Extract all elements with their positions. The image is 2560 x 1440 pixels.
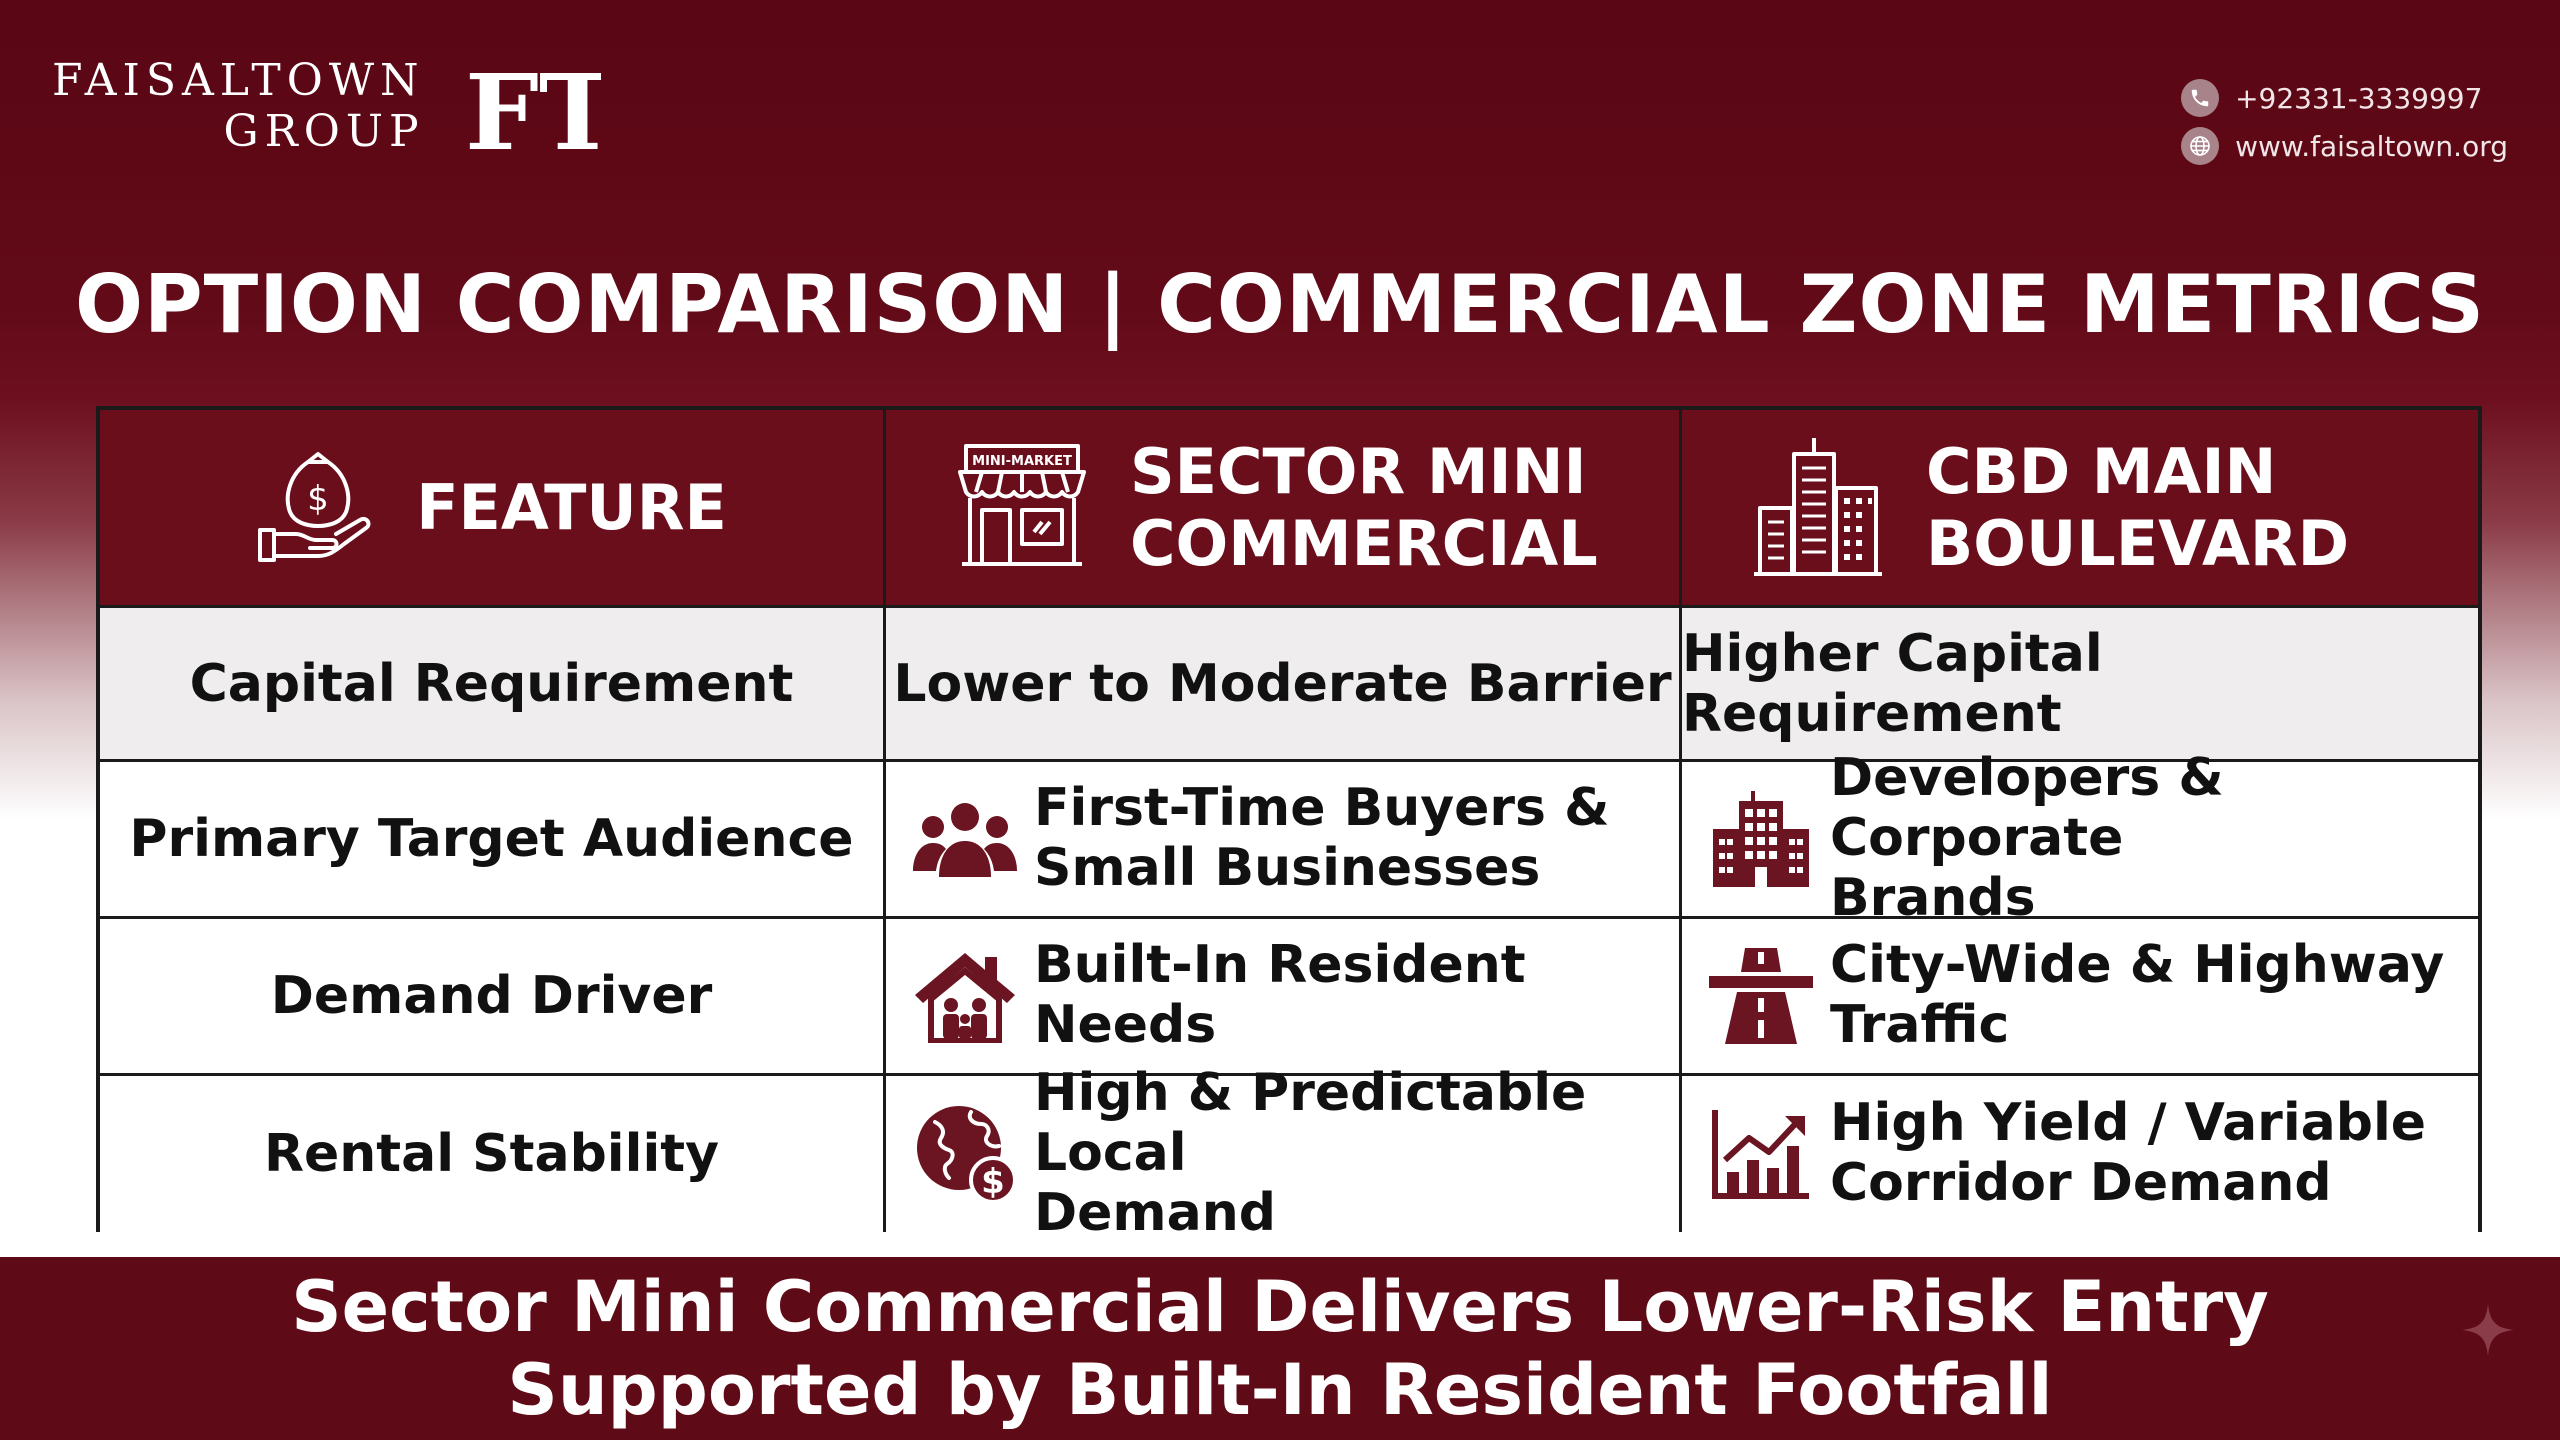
- sector-value-line1: High & Predictable Local: [1034, 1063, 1587, 1184]
- sector-value-line2: Small Businesses: [1034, 838, 1541, 898]
- monogram-text: FT: [465, 57, 601, 157]
- cbd-value-line1: High Yield / Variable: [1830, 1093, 2427, 1154]
- svg-text:$: $: [981, 1162, 1005, 1202]
- row-rental-sector: $ High & Predictable Local Demand: [886, 1064, 1682, 1243]
- row-audience-feature: Primary Target Audience: [100, 762, 886, 919]
- people-group-icon: [910, 799, 1020, 879]
- phone-icon: [2181, 79, 2220, 117]
- phone-row[interactable]: +92331-3339997: [2181, 74, 2508, 122]
- cbd-value-line1: Developers & Corporate: [1830, 748, 2224, 869]
- row-demand-sector: Built-In Resident Needs: [886, 919, 1682, 1076]
- sector-value-line2: Demand: [1034, 1182, 1276, 1243]
- header-cbd-main: CBD MAIN BOULEVARD: [1682, 410, 2478, 608]
- feature-label: Primary Target Audience: [129, 809, 854, 869]
- svg-text:$: $: [307, 479, 329, 519]
- cbd-value: High Yield / Variable Corridor Demand: [1830, 1093, 2427, 1214]
- brand-name: FAISALTOWN GROUP: [52, 55, 425, 157]
- footer-banner: Sector Mini Commercial Delivers Lower-Ri…: [0, 1257, 2560, 1440]
- contact-info: +92331-3339997 www.faisaltown.org: [2181, 74, 2508, 170]
- office-building-icon: [1706, 791, 1816, 887]
- website-link[interactable]: www.faisaltown.org: [2235, 129, 2508, 163]
- globe-dollar-icon: $: [910, 1102, 1020, 1206]
- header-feature-label: FEATURE: [416, 470, 727, 544]
- feature-label: Capital Requirement: [189, 653, 794, 714]
- header-cbd-main-label: CBD MAIN BOULEVARD: [1926, 436, 2349, 579]
- header-sector-mini-line1: SECTOR MINI: [1130, 435, 1587, 509]
- sector-value: Built-In Resident Needs: [1034, 935, 1526, 1055]
- footer-line1: Sector Mini Commercial Delivers Lower-Ri…: [291, 1265, 2269, 1348]
- header-cbd-main-line2: BOULEVARD: [1926, 506, 2350, 580]
- row-rental-cbd: High Yield / Variable Corridor Demand: [1682, 1076, 2478, 1232]
- sparkle-icon: [2460, 1302, 2516, 1362]
- row-audience-sector: First-Time Buyers & Small Businesses: [886, 762, 1682, 919]
- row-audience-cbd: Developers & Corporate Brands: [1682, 749, 2478, 928]
- sector-value: First-Time Buyers & Small Businesses: [1034, 778, 1610, 899]
- website-row[interactable]: www.faisaltown.org: [2181, 122, 2508, 170]
- header-sector-mini-line2: COMMERCIAL: [1130, 506, 1598, 580]
- row-demand-cbd: City-Wide & Highway Traffic: [1682, 919, 2478, 1076]
- sector-value-line1: First-Time Buyers &: [1034, 778, 1610, 839]
- header-feature: $ FEATURE: [100, 410, 886, 608]
- money-bag-hand-icon: $: [256, 444, 380, 572]
- feature-label: Demand Driver: [270, 966, 713, 1026]
- row-capital-feature: Capital Requirement: [100, 608, 886, 762]
- cbd-value: Developers & Corporate Brands: [1830, 749, 2478, 928]
- cbd-value-line2: Brands: [1830, 867, 2036, 928]
- row-rental-feature: Rental Stability: [100, 1076, 886, 1232]
- cbd-value-line1: City-Wide & Highway: [1830, 935, 2445, 996]
- mini-market-sign: MINI-MARKET: [972, 454, 1072, 469]
- brand-name-line1: FAISALTOWN: [52, 55, 425, 106]
- cbd-value-line2: Traffic: [1830, 995, 2010, 1055]
- cbd-value-line2: Corridor Demand: [1830, 1153, 2332, 1213]
- city-buildings-icon: [1752, 434, 1884, 582]
- row-capital-sector: Lower to Moderate Barrier: [886, 608, 1682, 762]
- brand-name-line2: GROUP: [223, 105, 425, 157]
- cbd-value: Higher Capital Requirement: [1682, 623, 2103, 744]
- header-sector-mini-label: SECTOR MINI COMMERCIAL: [1130, 436, 1598, 579]
- phone-number[interactable]: +92331-3339997: [2235, 81, 2483, 115]
- house-family-icon: [910, 949, 1020, 1043]
- sector-value: Lower to Moderate Barrier: [893, 653, 1672, 714]
- feature-label: Rental Stability: [263, 1124, 720, 1184]
- row-demand-feature: Demand Driver: [100, 919, 886, 1076]
- globe-icon: [2181, 127, 2220, 165]
- footer-line2: Supported by Built-In Resident Footfall: [507, 1348, 2053, 1431]
- header-cbd-main-line1: CBD MAIN: [1926, 435, 2277, 509]
- page-title: OPTION COMPARISON | COMMERCIAL ZONE METR…: [74, 258, 2486, 351]
- comparison-table: $ FEATURE MINI-MARKET SECTOR MINI: [96, 406, 2482, 1243]
- growth-chart-icon: [1706, 1106, 1816, 1202]
- brand-logo: FAISALTOWN GROUP FT: [52, 51, 616, 174]
- sector-value: High & Predictable Local Demand: [1034, 1064, 1679, 1243]
- cbd-value: City-Wide & Highway Traffic: [1830, 935, 2445, 1056]
- header-sector-mini: MINI-MARKET SECTOR MINI COMMERCIAL: [886, 410, 1682, 608]
- row-capital-cbd: Higher Capital Requirement: [1682, 608, 2478, 762]
- highway-icon: [1706, 948, 1816, 1044]
- mini-market-icon: MINI-MARKET: [956, 440, 1088, 576]
- ft-monogram-icon: FT: [461, 51, 616, 174]
